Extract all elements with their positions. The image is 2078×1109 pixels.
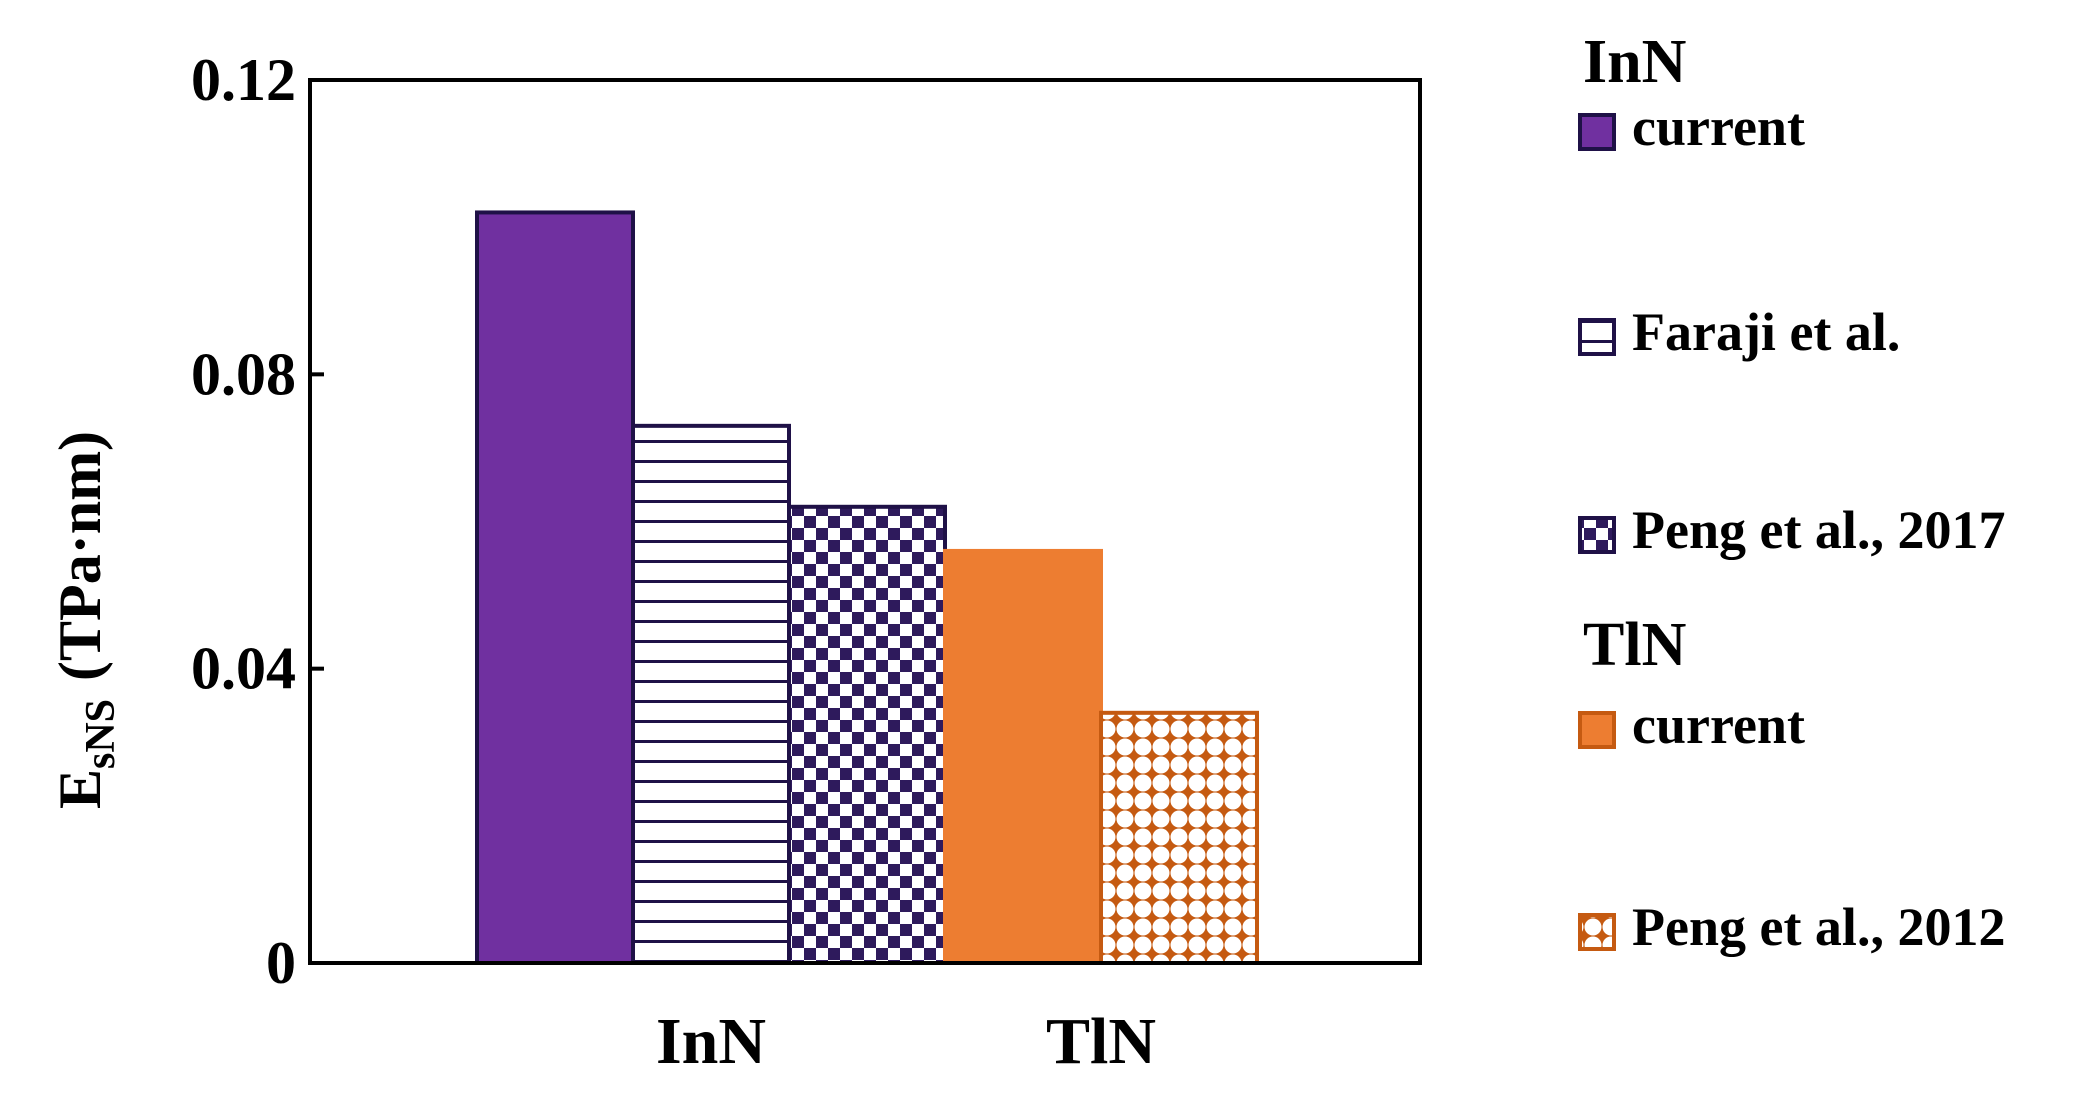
legend-swatch	[1578, 516, 1616, 554]
legend-group-title: InN	[1583, 28, 1686, 96]
bar-tln-2	[1099, 710, 1259, 965]
x-category-label: TlN	[1046, 1005, 1156, 1078]
legend-group-title: TlN	[1583, 611, 1686, 679]
bars	[475, 210, 1259, 966]
legend-swatch	[1578, 913, 1616, 951]
legend-swatch	[1578, 318, 1616, 356]
y-axis-title-subscript: sNS	[78, 699, 124, 769]
legend-swatch	[1578, 711, 1616, 749]
legend-entry-label: current	[1632, 97, 1805, 157]
y-axis-title: EsNS (TPa·nm)	[47, 431, 124, 809]
y-axis: 0 0.04 0.08 0.12	[191, 47, 324, 996]
svg-text:EsNS(TPa·nm): EsNS (TPa·nm)	[47, 431, 124, 809]
bar-inn-1	[475, 210, 635, 965]
plot-area-frame	[308, 78, 1422, 965]
legend-entry-label: Peng et al., 2012	[1632, 897, 2005, 957]
bar-inn-2	[631, 423, 791, 965]
legend-entry-label: Peng et al., 2017	[1632, 500, 2005, 560]
y-axis-title-unit: (TPa·nm)	[47, 431, 113, 681]
legend-entry-label: current	[1632, 695, 1805, 755]
bar-inn-3	[787, 504, 947, 965]
y-axis-title-main: E	[47, 769, 113, 809]
y-tick-label: 0.04	[191, 636, 296, 702]
y-tick-label: 0.08	[191, 341, 296, 407]
x-category-label: InN	[656, 1005, 766, 1078]
legend-swatch	[1578, 113, 1616, 151]
legend-entry-label: Faraji et al.	[1632, 302, 1900, 362]
y-tick-label: 0.12	[191, 47, 296, 113]
x-axis: InN TlN	[656, 1005, 1156, 1078]
bar-tln-1	[943, 548, 1103, 966]
y-tick-label: 0	[266, 930, 296, 996]
